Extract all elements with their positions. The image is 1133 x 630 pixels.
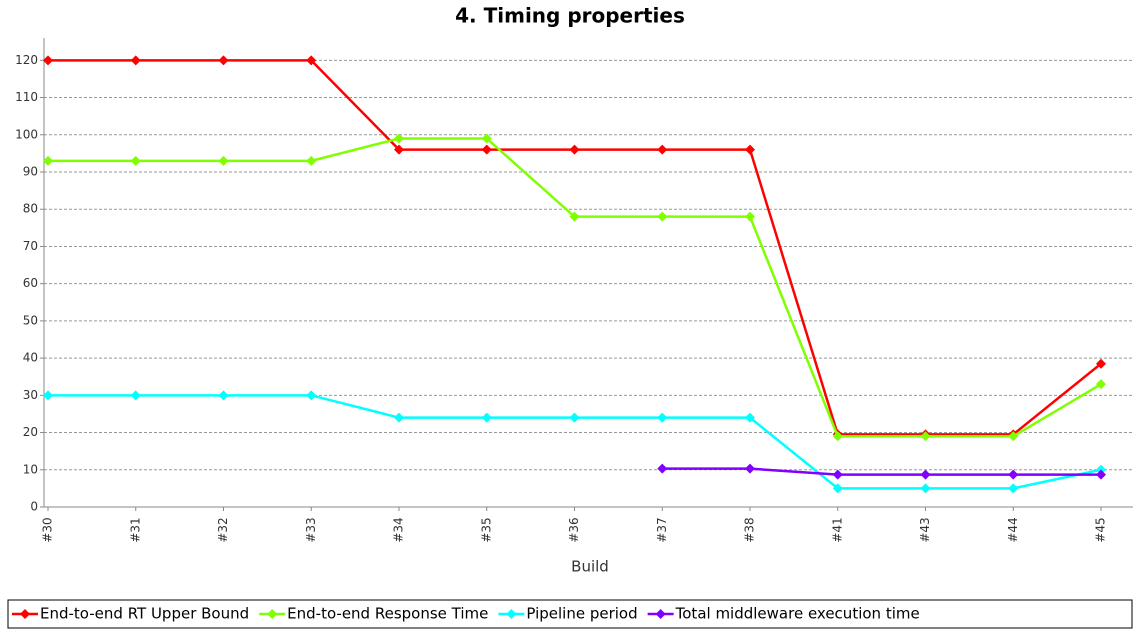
data-point <box>657 463 668 474</box>
data-point <box>1096 358 1106 369</box>
x-tick-label: #32 <box>216 517 230 542</box>
data-point <box>920 483 931 494</box>
x-tick-label: #35 <box>479 517 493 542</box>
data-point <box>657 412 668 423</box>
data-point <box>920 431 931 442</box>
data-point <box>1008 483 1019 494</box>
x-tick-label: #36 <box>567 517 581 542</box>
y-tick-label: 90 <box>23 165 38 179</box>
y-tick-label: 60 <box>23 276 38 290</box>
data-point <box>569 412 580 423</box>
legend-marker <box>655 609 666 619</box>
series-line <box>48 137 1102 438</box>
data-point <box>745 412 755 423</box>
data-point <box>481 133 492 144</box>
data-point <box>569 211 580 222</box>
data-point <box>832 483 843 494</box>
x-tick-label: #44 <box>1006 517 1020 542</box>
y-tick-label: 10 <box>23 462 38 476</box>
x-tick-label: #41 <box>830 517 844 542</box>
data-point <box>218 155 229 166</box>
x-axis-label: Build <box>571 558 609 576</box>
data-point <box>43 155 53 166</box>
x-tick-label: #30 <box>41 517 55 542</box>
data-point <box>218 390 229 401</box>
data-point <box>1096 469 1106 480</box>
data-point <box>1008 469 1019 480</box>
y-tick-label: 20 <box>23 425 38 439</box>
data-point <box>745 211 755 222</box>
chart-title: 4. Timing properties <box>455 4 685 28</box>
data-point <box>745 144 755 155</box>
data-point <box>481 144 492 155</box>
data-point <box>920 469 931 480</box>
y-tick-label: 50 <box>23 313 38 327</box>
data-point <box>745 463 755 474</box>
legend-label: End-to-end Response Time <box>287 605 488 623</box>
data-point <box>306 55 317 66</box>
y-tick-label: 110 <box>15 90 38 104</box>
legend-marker <box>506 609 517 619</box>
data-point <box>306 155 317 166</box>
series-line <box>48 59 1102 436</box>
data-point <box>832 469 843 480</box>
x-tick-label: #34 <box>392 517 406 542</box>
x-tick-label: #43 <box>918 517 932 542</box>
data-point <box>218 55 229 66</box>
legend-label: End-to-end RT Upper Bound <box>40 605 249 623</box>
x-tick-label: #38 <box>743 517 757 542</box>
y-tick-label: 0 <box>30 500 38 514</box>
data-point <box>394 133 404 144</box>
data-point <box>394 144 404 155</box>
legend-box <box>7 599 1133 629</box>
legend-label: Pipeline period <box>526 605 637 623</box>
data-point <box>481 412 492 423</box>
x-tick-label: #33 <box>304 517 318 542</box>
y-tick-label: 120 <box>15 53 38 67</box>
y-tick-label: 30 <box>23 388 38 402</box>
y-tick-label: 80 <box>23 202 38 216</box>
data-point <box>657 144 668 155</box>
x-tick-label: #37 <box>655 517 669 542</box>
y-tick-label: 100 <box>15 127 38 141</box>
data-point <box>43 390 53 401</box>
legend-marker <box>20 609 30 619</box>
data-point <box>394 412 404 423</box>
data-point <box>130 390 141 401</box>
legend-label: Total middleware execution time <box>675 605 920 623</box>
data-point <box>657 211 668 222</box>
x-tick-label: #31 <box>128 517 142 542</box>
legend-marker <box>267 609 278 619</box>
x-tick-label: #45 <box>1094 517 1108 542</box>
data-point <box>306 390 317 401</box>
data-point <box>130 55 141 66</box>
data-point <box>130 155 141 166</box>
data-point <box>569 144 580 155</box>
data-point <box>1096 379 1106 390</box>
y-tick-label: 40 <box>23 351 38 365</box>
series-line <box>662 467 1101 476</box>
y-tick-label: 70 <box>23 239 38 253</box>
data-point <box>43 55 53 66</box>
data-point <box>832 431 843 442</box>
data-point <box>1008 431 1019 442</box>
